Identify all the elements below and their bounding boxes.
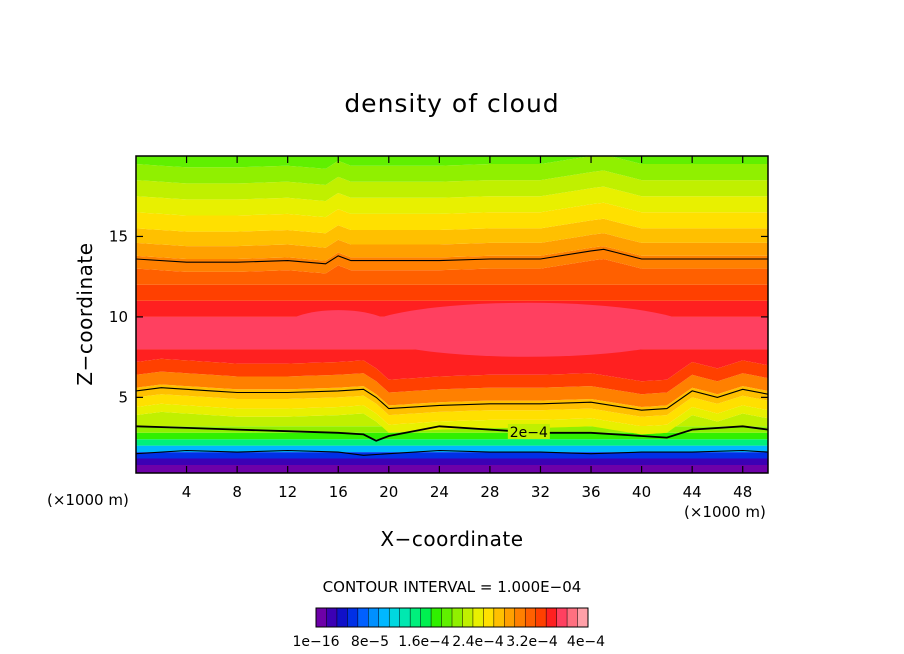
field-band	[136, 218, 768, 248]
x-tick-label: 48	[733, 483, 752, 501]
x-unit-right: (×1000 m)	[684, 503, 766, 521]
colorbar-label: 4e−4	[567, 634, 605, 650]
x-unit-left: (×1000 m)	[47, 491, 129, 509]
colorbar-swatch	[483, 608, 495, 627]
colorbar-swatch	[336, 608, 348, 627]
colorbar-swatch	[410, 608, 421, 627]
field-band	[136, 349, 768, 382]
x-tick-label: 40	[632, 483, 651, 501]
colorbar-swatch	[368, 608, 380, 627]
field-band	[136, 452, 768, 459]
colorbar-swatch	[389, 608, 400, 627]
colorbar-swatch	[378, 608, 390, 627]
field-band	[136, 394, 768, 427]
x-axis-label: X−coordinate	[380, 527, 523, 551]
colorbar-swatch	[546, 608, 557, 627]
field-band	[136, 465, 768, 473]
contour-interval-label: CONTOUR INTERVAL = 1.000E−04	[323, 578, 582, 596]
contour-lines: 2e−4	[136, 248, 768, 456]
colorbar-swatch	[493, 608, 505, 627]
contour-line	[136, 425, 768, 442]
colorbar-swatch	[420, 608, 432, 627]
x-tick-label: 4	[182, 483, 192, 501]
x-tick-label: 36	[581, 483, 600, 501]
x-tick-label: 20	[379, 483, 398, 501]
colorbar-swatch	[431, 608, 442, 627]
contour-line	[136, 248, 768, 265]
colorbar-swatch	[535, 608, 547, 627]
contour-label: 2e−4	[510, 425, 548, 441]
field-band	[136, 284, 768, 301]
chart-title: density of cloud	[344, 89, 559, 118]
field-band	[136, 186, 768, 218]
colorbar-swatch	[452, 608, 463, 627]
colorbar-swatch	[577, 608, 589, 627]
x-tick-label: 24	[430, 483, 449, 501]
field-band	[136, 458, 768, 465]
x-tick-label: 28	[480, 483, 499, 501]
colorbar-swatch	[567, 608, 578, 627]
colorbar-swatch	[525, 608, 536, 627]
colorbar-swatch	[556, 608, 568, 627]
y-axis-ticks: 5 10 15	[109, 227, 768, 406]
y-tick-label: 5	[118, 388, 128, 406]
field-band	[136, 202, 768, 234]
y-axis-label: Z−coordinate	[73, 242, 97, 385]
x-tick-label: 8	[232, 483, 242, 501]
field-band	[136, 170, 768, 202]
colorbar-swatch	[514, 608, 526, 627]
x-axis-ticks: 4 8 12 16 20 24 28 32 36 40 44 48	[182, 156, 752, 501]
field-core	[283, 310, 394, 347]
contour-line	[136, 449, 768, 456]
x-tick-label: 12	[278, 483, 297, 501]
field-band	[136, 259, 768, 285]
y-tick-label: 15	[109, 227, 128, 245]
contour-line	[136, 387, 768, 411]
colorbar-swatch	[347, 608, 359, 627]
colorbar-label: 8e−5	[351, 634, 389, 650]
colorbar	[315, 607, 589, 628]
field-band	[136, 358, 768, 395]
field-band	[136, 156, 768, 185]
colorbar-swatch	[504, 608, 516, 627]
colorbar-swatch	[326, 608, 338, 627]
plot-frame	[135, 155, 769, 474]
contour-label-bg	[507, 423, 550, 439]
colorbar-label: 2.4e−4	[452, 634, 504, 650]
colorbar-swatch	[316, 608, 327, 627]
colorbar-swatch	[399, 608, 411, 627]
field-band	[136, 233, 768, 261]
x-tick-label: 32	[531, 483, 550, 501]
colorbar-frame	[315, 607, 589, 628]
x-tick-label: 44	[683, 483, 702, 501]
field-band	[136, 371, 768, 407]
colorbar-swatch	[462, 608, 474, 627]
colorbar-labels: 1e−16 8e−5 1.6e−4 2.4e−4 3.2e−4 4e−4	[292, 634, 605, 650]
density-field	[136, 156, 768, 473]
y-tick-label: 10	[109, 308, 128, 326]
field-band	[136, 403, 768, 435]
colorbar-swatch	[441, 608, 453, 627]
field-band	[136, 156, 768, 169]
field-core	[362, 302, 693, 357]
x-tick-label: 16	[329, 483, 348, 501]
colorbar-swatch	[472, 608, 484, 627]
colorbar-label: 1e−16	[292, 634, 339, 650]
colorbar-swatch	[357, 608, 369, 627]
colorbar-label: 3.2e−4	[506, 634, 558, 650]
colorbar-label: 1.6e−4	[398, 634, 450, 650]
field-band	[136, 439, 768, 446]
